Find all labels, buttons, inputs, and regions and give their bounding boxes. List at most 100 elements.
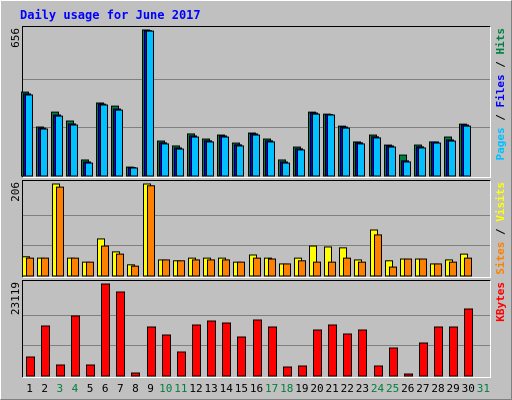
x-tick-label: 23 [356,382,369,395]
panel-edge-light [22,180,491,278]
bar [40,128,48,177]
x-tick-label: 1 [26,382,33,395]
bar [86,261,94,277]
x-tick-label: 28 [431,382,444,395]
bar [267,141,275,177]
bar [131,372,140,377]
bar [374,234,382,277]
legend-entry: Visits [494,182,507,222]
x-tick-label: 15 [235,382,248,395]
bar [161,143,169,177]
bar [25,94,33,177]
panel-edge-light [22,280,491,378]
bar [298,260,306,277]
x-tick-label: 22 [341,382,354,395]
legend-separator: / [494,108,507,128]
bar [85,162,93,177]
bar [252,134,260,177]
bar [448,140,456,177]
bar [131,265,139,277]
bar [253,257,261,277]
x-tick-label: 8 [132,382,139,395]
bar [313,261,321,277]
bar [222,322,231,377]
bar [162,259,170,277]
x-tick-label: 29 [447,382,460,395]
bar [162,334,171,377]
panel-edge-dark [22,180,491,278]
bar [116,291,125,377]
bar [206,141,214,177]
x-tick-label: 27 [416,382,429,395]
legend-separator: / [494,55,507,75]
bar [449,326,458,377]
bar [26,257,34,277]
bar [434,263,442,277]
bar [464,257,472,277]
bar [463,125,471,177]
legend: Sites / Visits [494,182,507,275]
bar [313,329,322,377]
panel-edge-dark [22,280,491,378]
bar [130,167,138,177]
bar [236,145,244,177]
bar [56,364,65,377]
bar [221,136,229,177]
y-tick-label: 23119 [9,282,22,315]
x-tick-label: 21 [326,382,339,395]
bar [101,283,110,377]
bar [115,109,123,177]
bar [237,261,245,277]
bar [297,149,305,177]
bar [41,257,49,277]
bar [146,30,154,177]
legend: Pages / Files / Hits [494,28,507,161]
bar [176,148,184,177]
bar [268,258,276,277]
bar [207,259,215,277]
legend-entry: Hits [494,28,507,55]
bar [327,114,335,177]
bar [312,113,320,177]
bar [419,342,428,377]
bar [86,364,95,377]
x-tick-label: 30 [462,382,475,395]
bar [70,124,78,177]
chart-title: Daily usage for June 2017 [20,8,201,22]
bar [358,329,367,377]
bar [147,326,156,377]
bar [177,351,186,377]
bar [192,259,200,277]
bar [71,257,79,277]
bar [449,261,457,277]
bar [177,260,185,277]
bar [268,326,277,377]
x-tick-label: 10 [159,382,172,395]
bar [56,186,64,277]
legend-entry: KBytes [494,282,507,322]
bar [191,136,199,177]
x-tick-label: 19 [295,382,308,395]
x-tick-label: 17 [265,382,278,395]
bar [419,258,427,277]
x-tick-label: 24 [371,382,385,395]
bar [116,253,124,277]
y-tick-label: 206 [9,182,22,202]
bar [298,365,307,377]
bar [253,319,262,377]
bar [147,185,155,277]
x-tick-label: 2 [41,382,48,395]
bar [418,147,426,177]
legend: KBytes [494,282,507,322]
x-tick-label: 31 [477,382,490,395]
bar [100,104,108,177]
bar [343,257,351,277]
bar [222,259,230,277]
x-tick-label: 12 [189,382,202,395]
legend-entry: Pages [494,127,507,160]
bar [71,315,80,377]
x-tick-label: 25 [386,382,399,395]
bar [207,320,216,377]
bar [388,146,396,177]
